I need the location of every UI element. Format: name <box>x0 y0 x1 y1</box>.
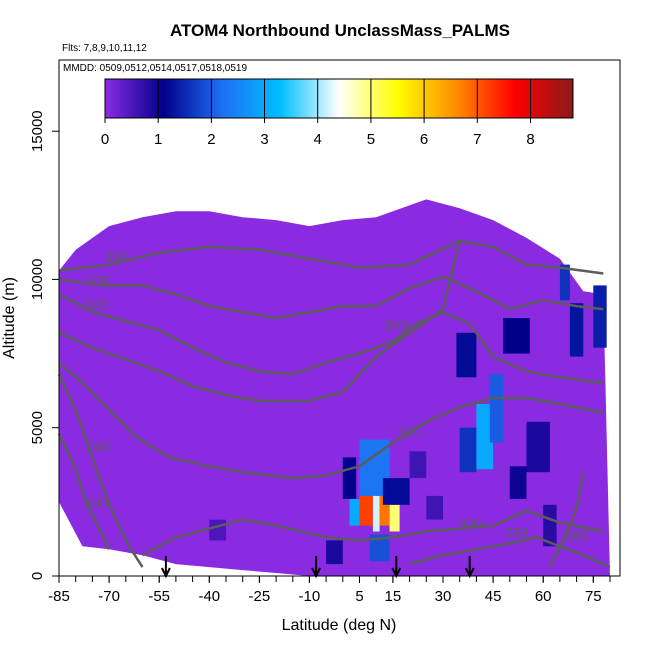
heatmap-cell <box>369 534 390 562</box>
heatmap-cell <box>559 264 570 301</box>
colorbar-rect <box>104 78 574 119</box>
colorbar-tick-label: 6 <box>420 131 428 148</box>
flights-text: Flts: 7,8,9,10,11,12 <box>62 43 147 54</box>
x-tick-label: -40 <box>198 588 220 605</box>
heatmap-cell <box>379 495 390 526</box>
x-tick-label: 15 <box>385 588 402 605</box>
x-tick-label: 75 <box>585 588 602 605</box>
heatmap-cell <box>489 374 504 443</box>
plot-area: 350 330 320 340 320 300 290 280 280 280 <box>57 199 611 579</box>
heatmap-cell <box>569 303 584 357</box>
x-tick-label: -55 <box>148 588 170 605</box>
contour-label: 320 <box>84 296 108 312</box>
y-tick-label: 0 <box>29 572 46 580</box>
x-tick-label: 30 <box>435 588 452 605</box>
y-axis: 0 5000 10000 15000 <box>29 110 59 580</box>
heatmap-cell <box>526 421 550 473</box>
colorbar-tick-label: 4 <box>314 131 322 148</box>
heatmap-cell <box>543 504 557 547</box>
colorbar-tick-label: 5 <box>367 131 375 148</box>
contour-label: 320 <box>398 424 422 440</box>
x-tick-label: -85 <box>48 588 70 605</box>
plot-frame <box>58 59 621 577</box>
contour-label: 290 <box>505 524 529 540</box>
colorbar-tick-label: 8 <box>526 131 534 148</box>
heatmap-cell <box>476 404 494 470</box>
colorbar-tick-label: 1 <box>154 131 162 148</box>
colorbar: 0 1 2 3 4 5 6 7 8 <box>101 78 574 148</box>
heatmap-cell <box>209 519 226 541</box>
x-tick-label: 60 <box>535 588 552 605</box>
contour-line <box>58 293 604 385</box>
x-tick-label: 5 <box>355 588 363 605</box>
x-tick-label: -10 <box>299 588 321 605</box>
heatmap-cell <box>359 495 373 526</box>
y-tick-label: 10000 <box>29 259 46 301</box>
colorbar-tick-label: 3 <box>260 131 268 148</box>
contour-label: 300 <box>458 516 482 532</box>
dates-text: MMDD: 0509,0512,0514,0517,0518,0519 <box>63 63 247 74</box>
contour-label: 350 <box>104 249 128 265</box>
x-tick-label: 45 <box>485 588 502 605</box>
contour-line <box>548 471 585 568</box>
heatmap-cell <box>456 332 477 378</box>
heatmap-cell <box>503 318 530 354</box>
contour-label: 280 <box>87 438 111 454</box>
heatmap-cell <box>459 427 477 473</box>
contour-line <box>58 239 604 275</box>
y-tick-label: 5000 <box>29 411 46 444</box>
heatmap-cell <box>326 540 343 565</box>
data-coverage-area <box>59 199 610 576</box>
contour-line <box>58 275 604 320</box>
colorbar-tick-label: 2 <box>207 131 215 148</box>
contour-line <box>141 509 604 557</box>
colorbar-tick-label: 0 <box>101 131 109 148</box>
x-axis-label: Latitude (deg N) <box>282 617 397 634</box>
heatmap-cell <box>509 466 527 499</box>
contour-label: 330 <box>87 272 111 288</box>
y-axis-label: Altitude (m) <box>1 277 18 359</box>
contour-label: 280 <box>84 495 108 511</box>
heatmap-cell <box>382 478 410 505</box>
heatmap-cell <box>409 451 427 479</box>
contour-line <box>58 240 461 403</box>
x-tick-label: -70 <box>98 588 120 605</box>
heatmap-cell <box>389 504 400 532</box>
contour-line <box>409 536 611 569</box>
chart-title: ATOM4 Northbound UnclassMass_PALMS <box>170 21 510 40</box>
x-tick-label: -25 <box>249 588 271 605</box>
heatmap-cell <box>426 495 443 520</box>
heatmap-cell <box>593 285 607 348</box>
contour-line <box>58 361 604 480</box>
contour-label: 340 <box>385 317 409 333</box>
contour-label: 280 <box>565 527 589 543</box>
contour-line <box>57 433 111 550</box>
colorbar-tick-label: 7 <box>473 131 481 148</box>
x-axis: -85 -70 -55 -40 -25 -10 5 15 30 45 60 75 <box>48 576 611 605</box>
y-tick-label: 15000 <box>29 110 46 152</box>
heatmap-cell <box>342 457 357 499</box>
contour-line <box>57 373 144 568</box>
heatmap-cell <box>349 498 360 526</box>
